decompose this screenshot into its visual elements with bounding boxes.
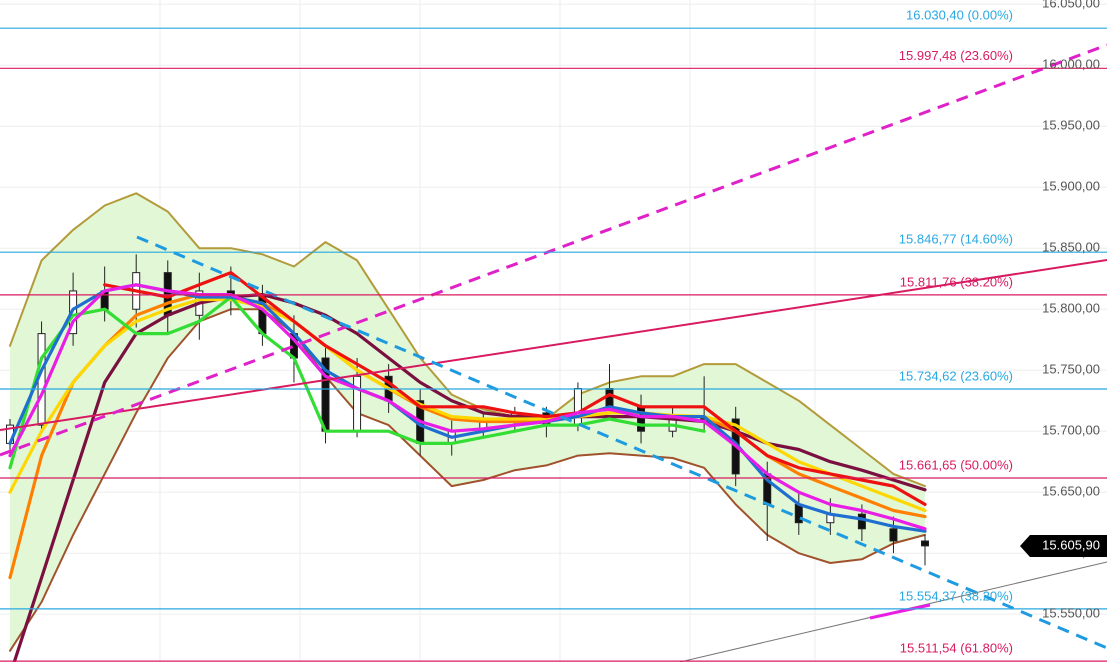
level-label: 15.846,77 (14.60%)	[899, 232, 1013, 247]
level-label: 15.554,37 (38.20%)	[899, 588, 1013, 603]
bands	[9, 192, 926, 652]
y-tick-label: 15.950,00	[1042, 118, 1100, 133]
candle-body	[921, 540, 929, 547]
trend-line	[0, 43, 1107, 457]
candle-body	[353, 375, 362, 432]
y-tick-label: 15.900,00	[1042, 179, 1100, 194]
y-tick-label: 15.650,00	[1042, 484, 1100, 499]
vertical-grid	[159, 0, 816, 662]
y-tick-label: 15.800,00	[1042, 301, 1100, 316]
candle-body	[637, 406, 646, 432]
indicator-line	[8, 297, 927, 513]
trend-line	[869, 603, 931, 620]
trend-line	[0, 259, 1107, 431]
y-tick-label: 16.000,00	[1042, 57, 1100, 72]
band-fill	[10, 193, 925, 651]
y-tick-label: 15.550,00	[1042, 606, 1100, 621]
indicator-line	[103, 271, 927, 506]
price-axis: 15.550,0015.600,0015.650,0015.700,0015.7…	[1020, 0, 1107, 621]
level-label: 16.030,40 (0.00%)	[906, 8, 1013, 23]
candle-body	[857, 513, 866, 530]
candle-body	[573, 388, 582, 426]
y-tick-label: 15.700,00	[1042, 423, 1100, 438]
level-label: 15.997,48 (23.60%)	[899, 48, 1013, 63]
levels: 16.030,40 (0.00%) 15.997,48 (23.60%) 15.84…	[0, 8, 1107, 662]
level-label: 15.734,62 (23.60%)	[899, 368, 1013, 383]
last-price-tag	[1020, 534, 1107, 557]
band-upper	[9, 192, 926, 488]
indicator-line	[8, 295, 706, 470]
indicator-lines	[8, 271, 927, 662]
indicator-line	[8, 283, 927, 531]
y-tick-label: 16.050,00	[1042, 0, 1100, 11]
band-lower	[9, 308, 926, 652]
last-price-label: 15.605,90	[1042, 537, 1100, 552]
y-tick-label: 15.850,00	[1042, 240, 1100, 255]
level-label: 15.661,65 (50.00%)	[899, 457, 1013, 472]
trend-line	[136, 235, 1107, 650]
trend-lines	[0, 43, 1107, 662]
y-tick-label: 15.750,00	[1042, 362, 1100, 377]
level-label: 15.811,76 (38.20%)	[900, 274, 1013, 289]
candle-body	[889, 528, 898, 542]
level-label: 15.511,54 (61.80%)	[900, 641, 1013, 656]
